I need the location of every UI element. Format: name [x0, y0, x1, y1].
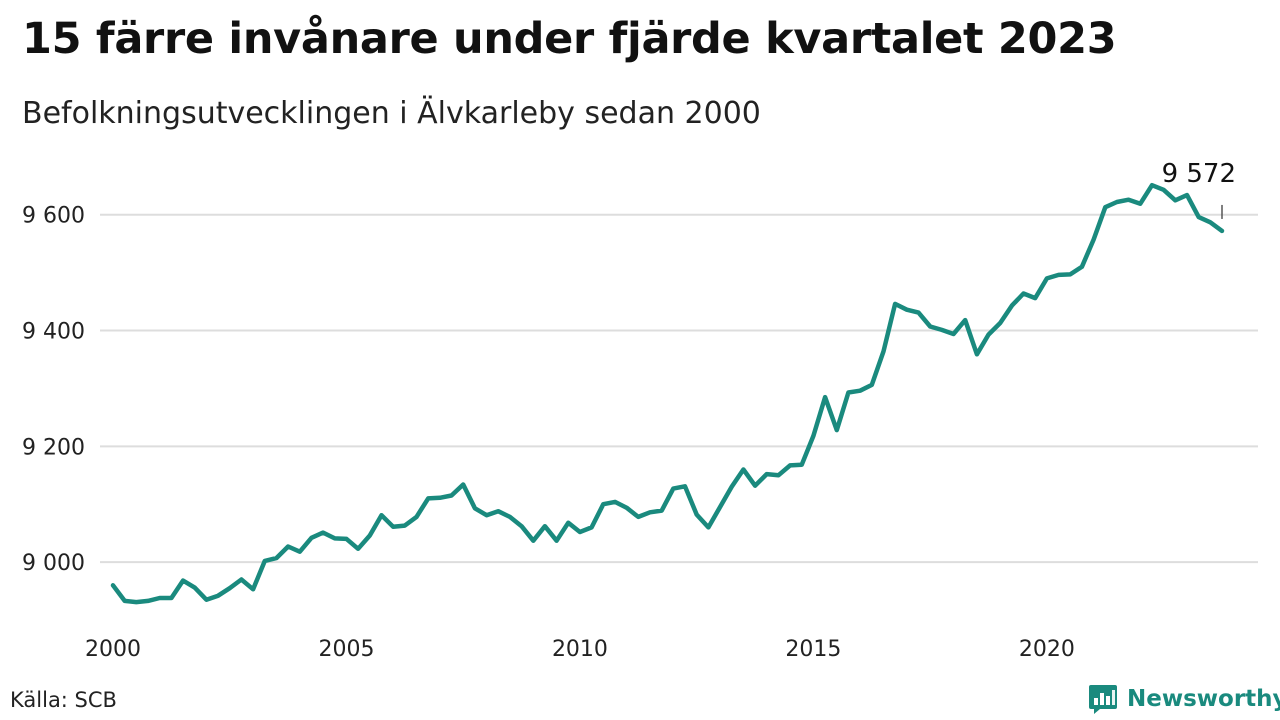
x-tick-label: 2020: [1019, 637, 1075, 662]
chart-subtitle: Befolkningsutvecklingen i Älvkarleby sed…: [22, 96, 761, 131]
last-value-label: 9 572: [1162, 159, 1236, 189]
chart-title: 15 färre invånare under fjärde kvartalet…: [22, 14, 1117, 64]
y-tick-label: 9 200: [22, 435, 85, 460]
y-axis-ticks: 9 000 9 200 9 400 9 600: [22, 204, 85, 576]
brand-name: Newsworthy: [1127, 686, 1280, 712]
bar-chart-icon: [1089, 685, 1117, 714]
series-line: [110, 182, 1225, 605]
x-tick-label: 2010: [552, 637, 608, 662]
gridlines: [100, 213, 1258, 564]
series-layer: [110, 182, 1225, 605]
y-tick-label: 9 000: [22, 551, 85, 576]
x-tick-label: 2000: [85, 637, 141, 662]
y-tick-label: 9 600: [22, 204, 85, 229]
brand-logo: Newsworthy: [1088, 683, 1280, 715]
source-note: Källa: SCB: [10, 688, 117, 712]
y-tick-label: 9 400: [22, 320, 85, 345]
x-tick-label: 2005: [318, 637, 374, 662]
annotation-layer: 9 572: [1162, 159, 1236, 219]
x-axis-ticks: 2000 2005 2010 2015 2020: [85, 637, 1075, 662]
x-tick-label: 2015: [785, 637, 841, 662]
